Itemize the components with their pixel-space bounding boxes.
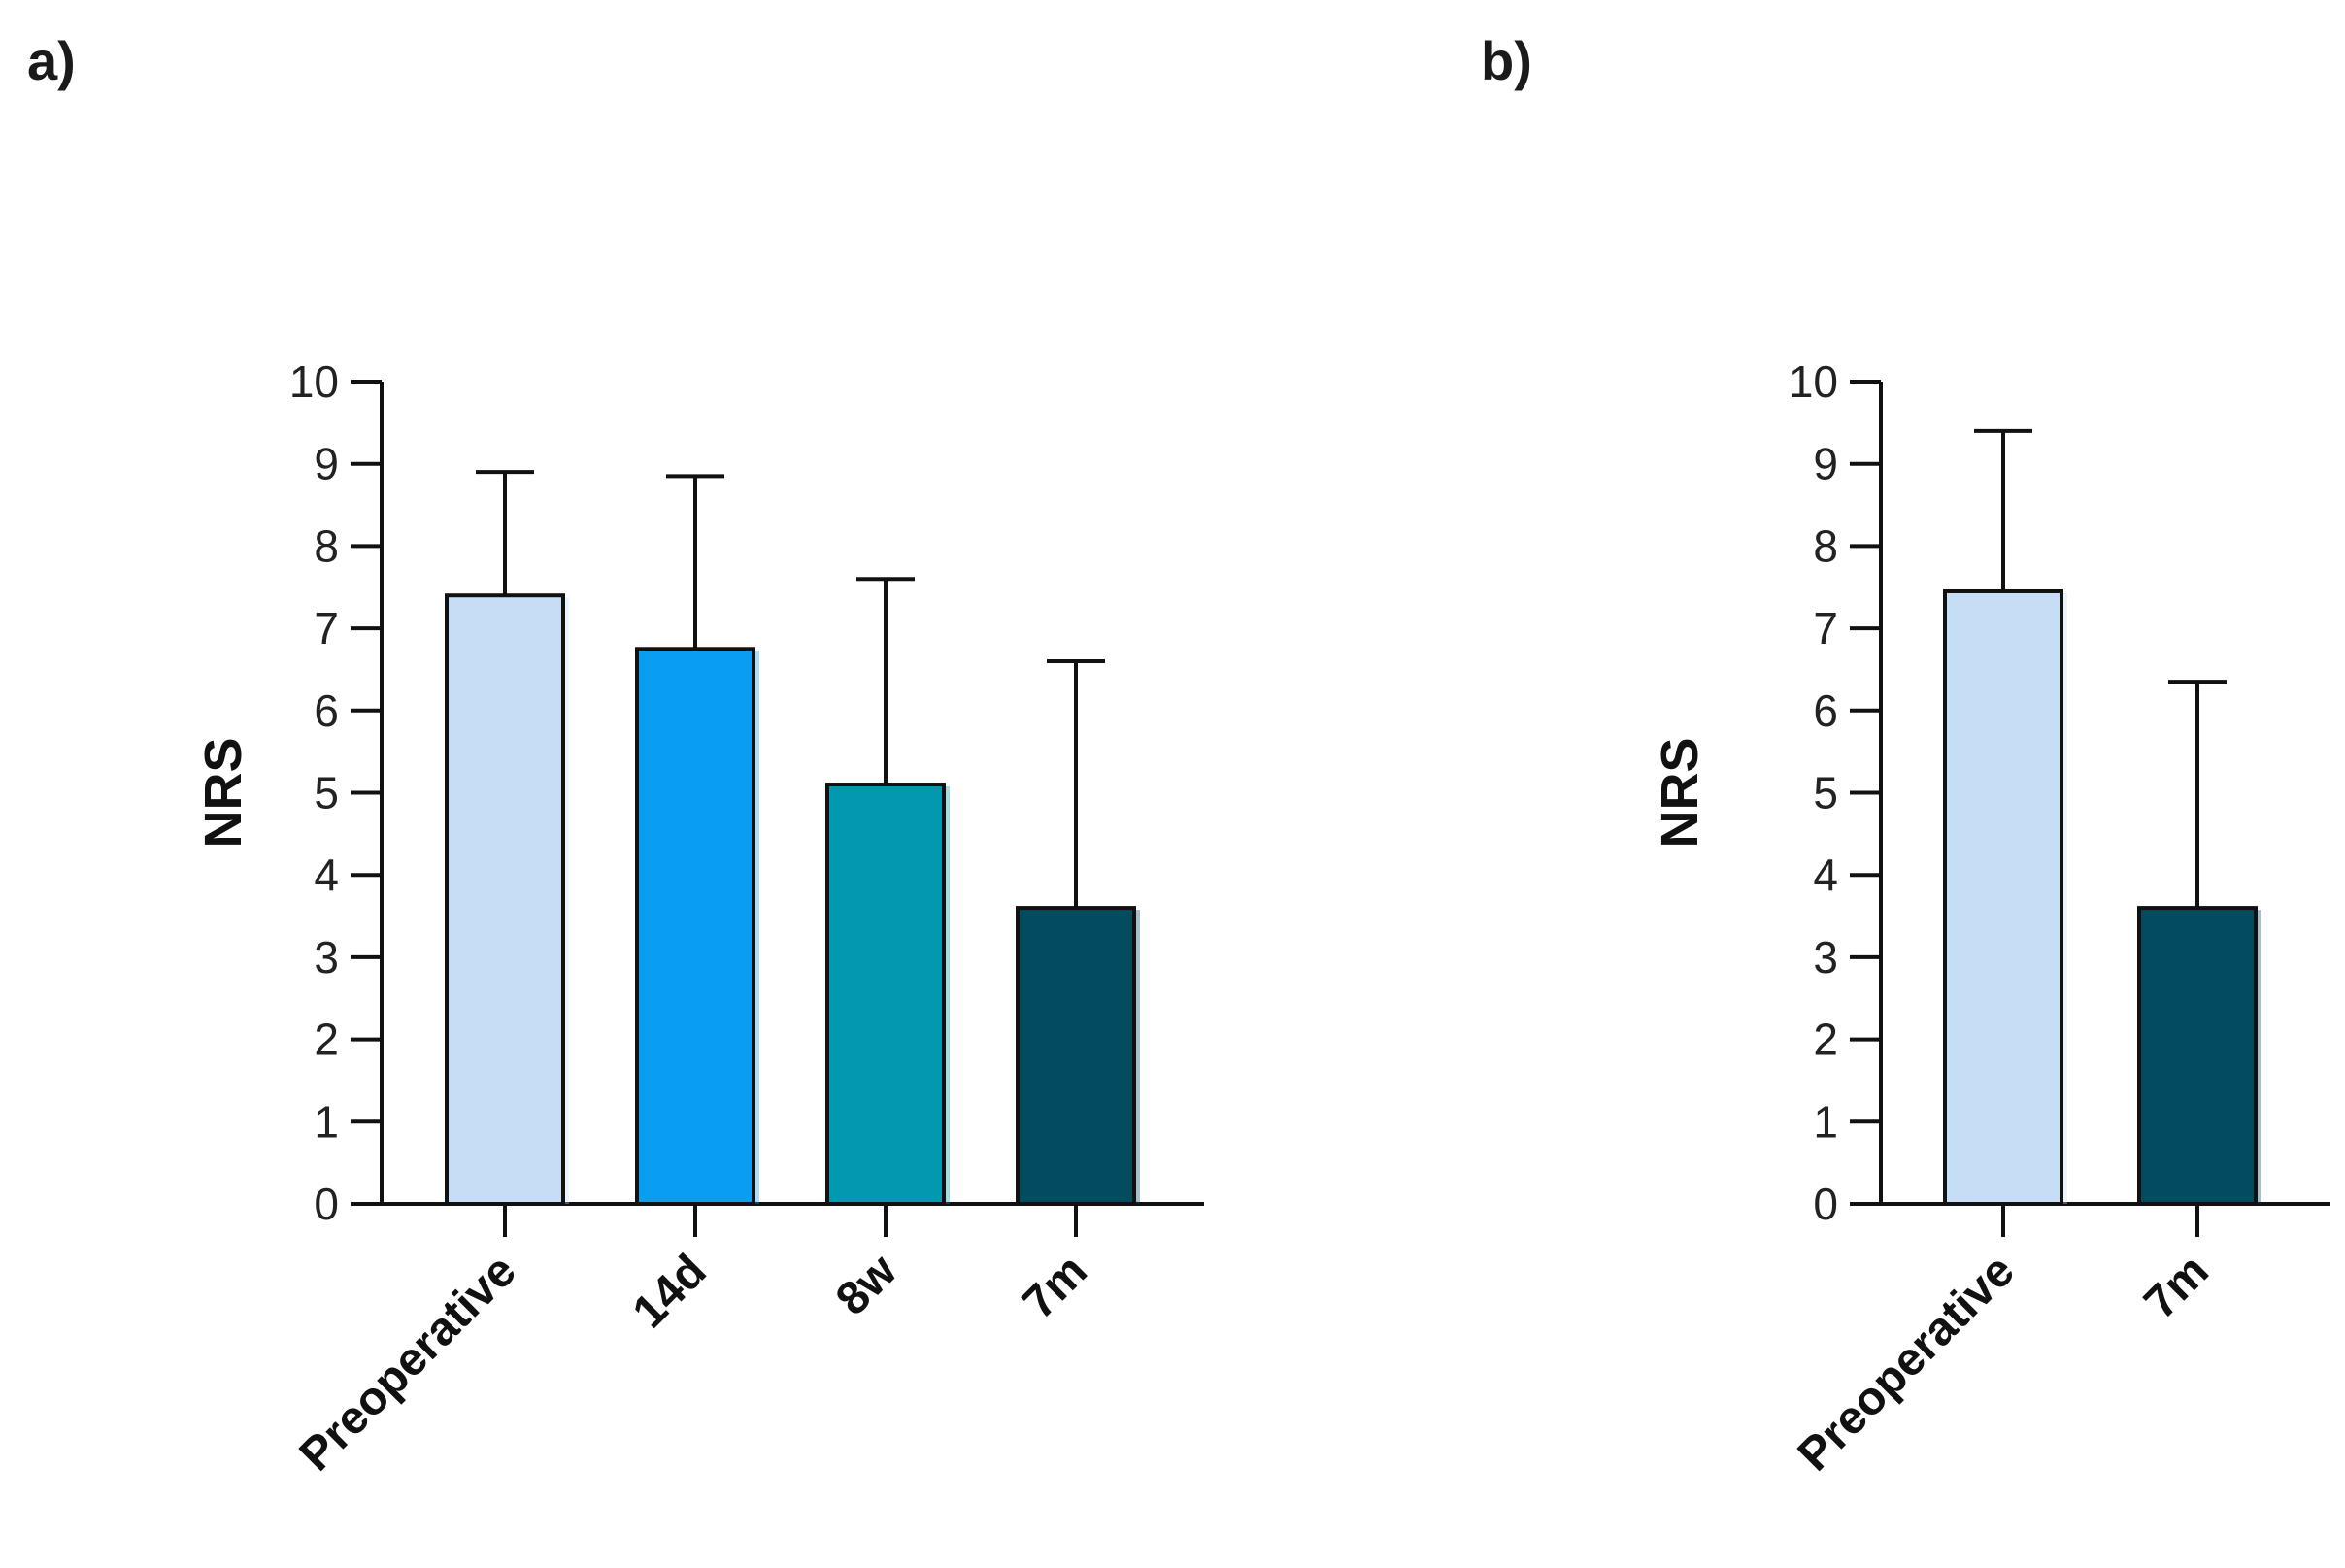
panel-label: a) — [27, 30, 76, 91]
x-category-label: 7m — [1013, 1245, 1097, 1329]
y-tick-label: 7 — [1813, 603, 1838, 653]
y-tick-label: 2 — [1813, 1015, 1838, 1065]
chart-panel-a: a) 0 1 2 3 4 5 6 7 8 9 10 NRS Preoperative 14d 8w 7m — [27, 30, 1204, 1481]
x-category-label: 7m — [2134, 1245, 2219, 1329]
y-tick-label: 9 — [1813, 439, 1838, 489]
y-tick-label: 10 — [1789, 356, 1838, 407]
y-tick-label: 4 — [1813, 850, 1838, 900]
x-category-label: Preoperative — [290, 1245, 526, 1481]
y-axis-title: NRS — [194, 737, 252, 848]
y-tick-label: 6 — [1813, 685, 1838, 736]
x-category-label: 14d — [623, 1245, 717, 1338]
y-tick-label: 6 — [314, 685, 339, 736]
chart-panel-b: b) 0 1 2 3 4 5 6 7 8 9 10 NRS Preoperative 7m — [1481, 30, 2330, 1481]
x-category-label: 8w — [826, 1245, 907, 1325]
panel-label: b) — [1481, 30, 1532, 91]
bar-7m — [1016, 906, 1136, 1207]
x-category-label: Preoperative — [1789, 1245, 2025, 1481]
bar-preoperative — [445, 593, 565, 1206]
bar-14d — [635, 647, 755, 1206]
y-tick-label: 4 — [314, 850, 339, 900]
y-tick-label: 0 — [1813, 1179, 1838, 1229]
y-tick-label: 3 — [314, 932, 339, 983]
y-tick-label: 2 — [314, 1015, 339, 1065]
bar-preoperative — [1943, 588, 2063, 1206]
y-tick-label: 1 — [1813, 1096, 1838, 1147]
y-axis-title: NRS — [1651, 737, 1709, 848]
y-tick-label: 8 — [314, 520, 339, 571]
y-tick-label: 9 — [314, 439, 339, 489]
y-tick-label: 8 — [1813, 520, 1838, 571]
y-tick-label: 5 — [1813, 768, 1838, 818]
y-tick-label: 7 — [314, 603, 339, 653]
bar-7m — [2137, 906, 2258, 1207]
y-tick-label: 0 — [314, 1179, 339, 1229]
y-tick-label: 3 — [1813, 932, 1838, 983]
bar-8w — [825, 783, 946, 1207]
y-tick-label: 5 — [314, 768, 339, 818]
y-tick-label: 10 — [289, 356, 339, 407]
y-tick-label: 1 — [314, 1096, 339, 1147]
